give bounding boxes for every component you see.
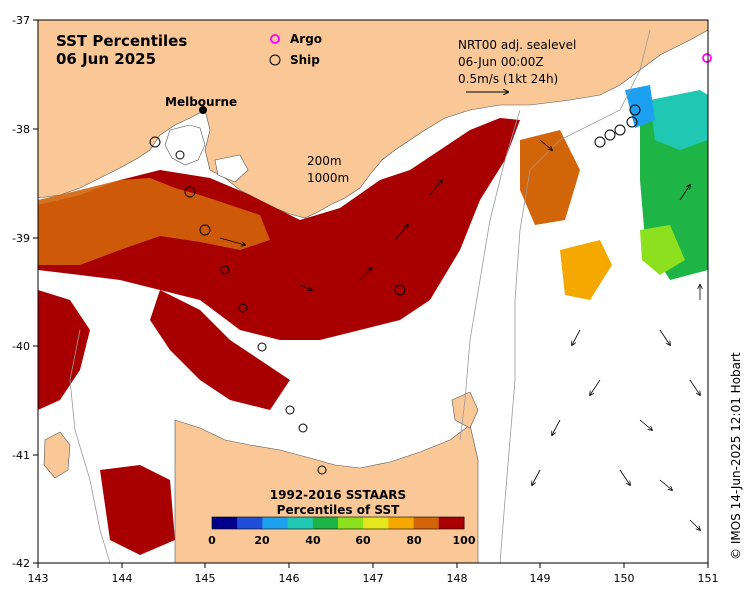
colorbar-tick-20: 20 xyxy=(254,534,270,547)
sst-patch-west xyxy=(38,290,90,410)
isobath-200m xyxy=(459,109,521,441)
current-info-line2: 06-Jun 00:00Z xyxy=(458,55,544,69)
credit-text: © IMOS 14-Jun-2025 12:01 Hobart xyxy=(729,352,743,560)
colorbar-swatch xyxy=(413,517,440,529)
colorbar-swatch xyxy=(438,517,465,529)
land-victoria xyxy=(38,20,708,219)
sst-patch-tas-west xyxy=(100,465,175,555)
sst-patch-hot-south xyxy=(150,290,290,410)
colorbar-tick-40: 40 xyxy=(305,534,321,547)
flinders-island xyxy=(451,391,479,429)
colorbar-swatch xyxy=(388,517,415,529)
colorbar-swatch xyxy=(212,517,238,529)
colorbar xyxy=(211,516,465,530)
x-tick-150: 150 xyxy=(614,572,635,585)
colorbar-title-1: 1992-2016 SSTAARS xyxy=(270,488,406,502)
colorbar-swatch xyxy=(338,517,364,529)
x-tick-145: 145 xyxy=(195,572,216,585)
y-tick-40: -40 xyxy=(12,340,30,353)
argo-legend-label: Argo xyxy=(290,32,322,46)
x-tick-151: 151 xyxy=(698,572,719,585)
port-phillip-bay xyxy=(164,124,206,166)
colorbar-frame xyxy=(211,516,465,530)
current-arrows xyxy=(219,139,700,530)
ship-markers xyxy=(149,104,641,475)
colorbar-title-2: Percentiles of SST xyxy=(277,503,400,517)
x-tick-147: 147 xyxy=(363,572,384,585)
colorbar-tick-60: 60 xyxy=(355,534,371,547)
current-info-line1: NRT00 adj. sealevel xyxy=(458,38,576,52)
y-tick-39: -39 xyxy=(12,232,30,245)
x-tick-148: 148 xyxy=(447,572,468,585)
y-tick-41: -41 xyxy=(12,449,30,462)
sst-patch-east-warm xyxy=(520,130,580,225)
isobath-label-1000m: 1000m xyxy=(307,171,349,185)
colorbar-swatch xyxy=(262,517,289,529)
x-tick-143: 143 xyxy=(28,572,49,585)
western-port xyxy=(214,154,249,183)
y-tick-38: -38 xyxy=(12,123,30,136)
isobath-label-200m: 200m xyxy=(307,154,342,168)
sst-patch-warm xyxy=(38,178,270,265)
colorbar-swatch xyxy=(287,517,314,529)
tick-marks xyxy=(33,19,709,568)
ship-legend-icon xyxy=(269,54,281,66)
map-title: SST Percentiles xyxy=(56,32,187,50)
sst-patch-east-yellow xyxy=(640,225,685,275)
map-date: 06 Jun 2025 xyxy=(56,50,156,68)
king-island xyxy=(43,431,71,479)
colorbar-swatch xyxy=(363,517,389,529)
colorbar-tick-0: 0 xyxy=(208,534,216,547)
sst-patch-east-cyan xyxy=(650,90,708,150)
argo-legend-icon xyxy=(270,34,280,44)
colorbar-swatch xyxy=(237,517,263,529)
sst-patch-high xyxy=(38,118,520,340)
y-tick-42: -42 xyxy=(12,557,30,570)
x-tick-149: 149 xyxy=(530,572,551,585)
current-info-line3: 0.5m/s (1kt 24h) xyxy=(458,72,558,86)
melbourne-label: Melbourne xyxy=(165,95,237,109)
isobath-west xyxy=(69,329,111,563)
colorbar-tick-100: 100 xyxy=(453,534,476,547)
colorbar-swatch xyxy=(312,517,339,529)
x-tick-146: 146 xyxy=(279,572,300,585)
ship-legend-label: Ship xyxy=(290,53,320,67)
x-tick-144: 144 xyxy=(112,572,133,585)
isobath-1000m xyxy=(499,29,651,563)
y-tick-37: -37 xyxy=(12,14,30,27)
colorbar-tick-80: 80 xyxy=(406,534,422,547)
melbourne-dot xyxy=(199,106,207,114)
sst-patch-east-orange xyxy=(560,240,612,300)
argo-marker xyxy=(702,53,712,63)
